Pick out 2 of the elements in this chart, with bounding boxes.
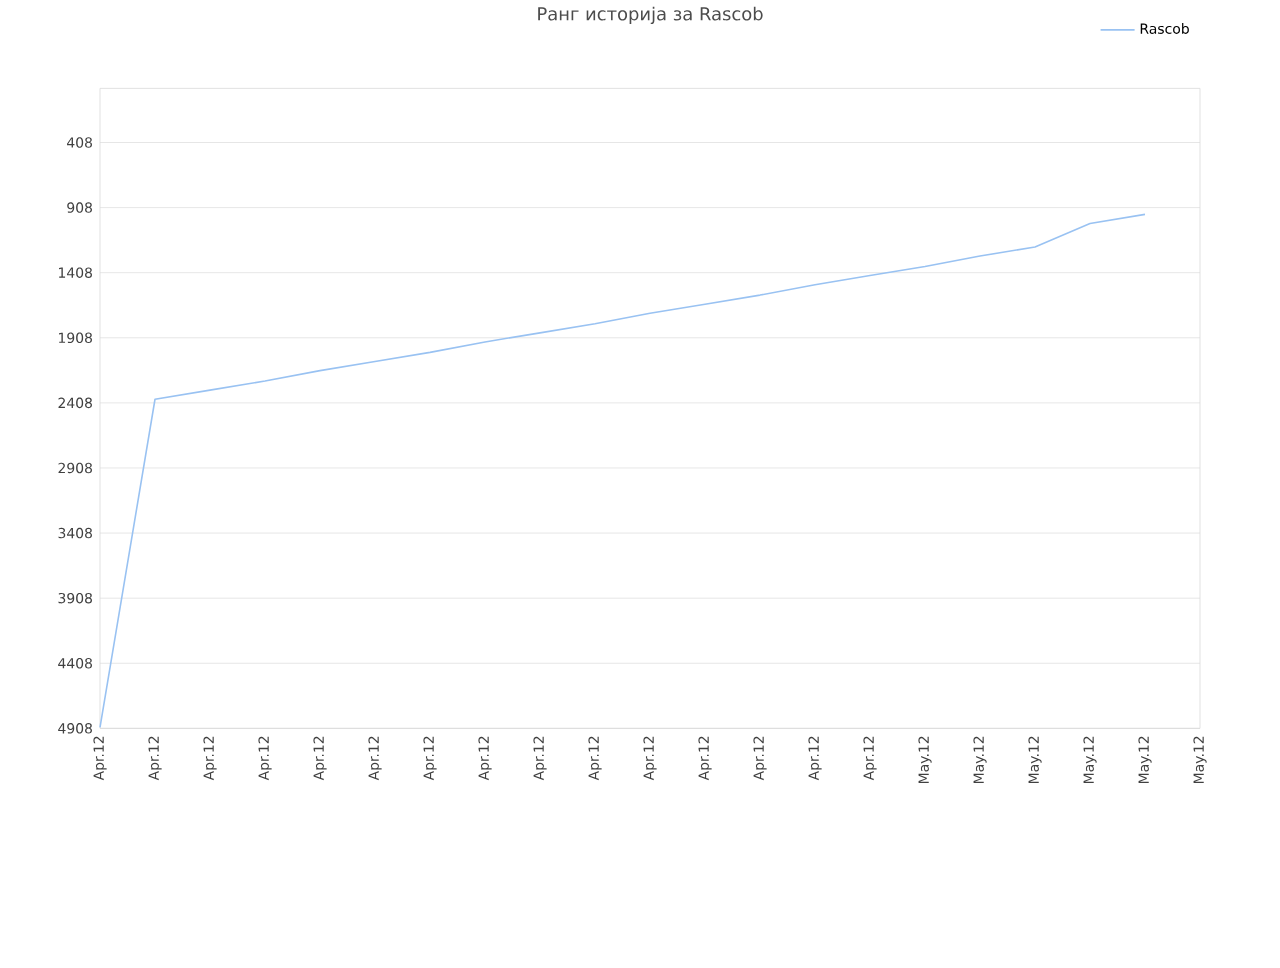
chart-title: Ранг историја за Rascob (538, 6, 763, 24)
line-series (99, 213, 1146, 728)
